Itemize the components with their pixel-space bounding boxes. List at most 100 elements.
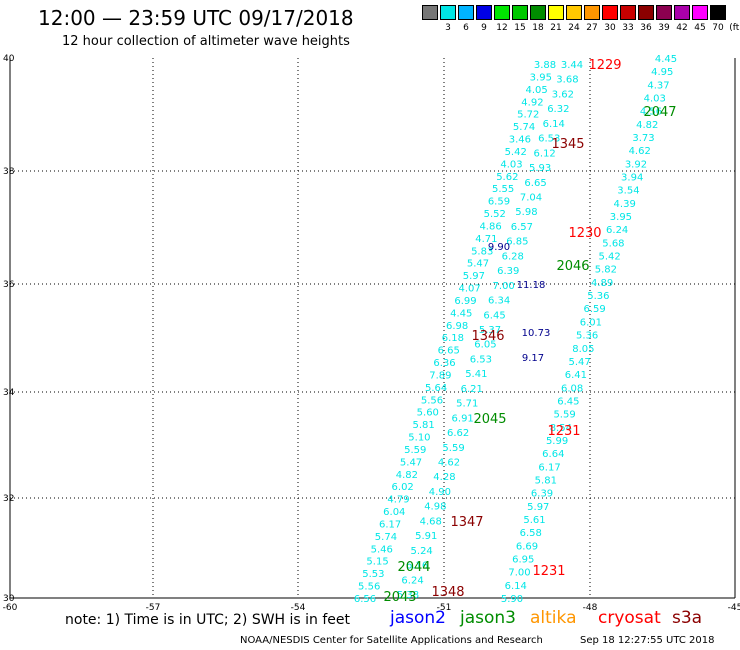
wave-height-value: 6.05	[474, 340, 496, 351]
wave-height-value: 6.41	[565, 370, 587, 381]
wave-height-value: 7.00	[493, 281, 515, 292]
track-time-labels: 1229 2047 1345 1230 2046 1346 2045 1231 1347 2044…	[383, 58, 676, 605]
wave-height-value: 4.56	[640, 107, 662, 118]
legend-swatch	[458, 5, 474, 20]
wave-height-value: 6.65	[438, 346, 460, 357]
note-text: note: 1) Time is in UTC; 2) SWH is in fe…	[65, 612, 351, 628]
wave-height-value: 5.59	[442, 443, 464, 454]
wave-height-value: 5.36	[587, 291, 609, 302]
wave-height-value: 5.59	[404, 445, 426, 456]
track-time-label: 2043	[383, 590, 416, 605]
track-time-label: 1345	[551, 137, 584, 152]
track-time-label: 1346	[471, 329, 504, 344]
wave-height-value: 5.53	[362, 569, 384, 580]
track-time-label: 2045	[473, 412, 506, 427]
wave-height-value: 5.93	[529, 163, 551, 174]
lat-tick-label: 34	[3, 388, 15, 398]
wave-height-value: 6.39	[531, 489, 553, 500]
legend-swatch	[494, 5, 510, 20]
wave-height-value: 3.46	[509, 135, 531, 146]
wave-height-value: 11.18	[517, 280, 546, 291]
wave-height-value: 6.62	[447, 428, 469, 439]
wave-height-value: 5.36	[576, 331, 598, 342]
wave-height-value: 3.68	[556, 75, 578, 86]
wave-height-value: 6.24	[606, 225, 628, 236]
wave-height-value: 6.14	[505, 581, 527, 592]
wave-height-value: 4.37	[647, 80, 669, 91]
wave-height-value: 6.59	[584, 304, 606, 315]
wave-height-value: 5.55	[492, 184, 514, 195]
legend-unit: (ft)	[729, 23, 740, 33]
wave-height-value: 6.21	[461, 384, 483, 395]
wave-height-value: 3.92	[625, 159, 647, 170]
wave-height-value: 4.86	[479, 221, 501, 232]
wave-height-value: 6.28	[502, 251, 524, 262]
wave-height-value: 6.53	[538, 134, 560, 145]
legend-swatch	[440, 5, 456, 20]
wave-height-value: 5.83	[471, 246, 493, 257]
wave-height-value: 5.42	[599, 252, 621, 263]
wave-height-value: 5.68	[602, 238, 624, 249]
wave-height-value: 4.62	[438, 458, 460, 469]
altimeter-tracks: 3.883.954.054.925.725.743.465.424.035.62…	[354, 54, 677, 605]
wave-height-value: 5.15	[366, 557, 388, 568]
wave-height-value: 6.01	[580, 317, 602, 328]
wave-height-value: 6.85	[506, 237, 528, 248]
wave-height-value: 6.02	[392, 482, 414, 493]
wave-height-value: 6.16	[406, 561, 428, 572]
wave-height-value: 6.32	[547, 104, 569, 115]
lat-tick-label: 38	[3, 167, 15, 177]
wave-height-value: 4.82	[396, 470, 418, 481]
wave-height-value: 5.97	[527, 502, 549, 513]
legend-label: 30	[604, 23, 616, 33]
wave-height-value: 5.24	[411, 546, 433, 557]
wave-height-value: 8.05	[572, 344, 594, 355]
wave-height-value: 3.54	[617, 186, 639, 197]
page-title: 12:00 — 23:59 UTC 09/17/2018	[38, 6, 354, 30]
legend-swatch	[422, 5, 438, 20]
wave-height-value: 6.39	[497, 266, 519, 277]
wave-height-value: 4.89	[591, 278, 613, 289]
track-time-label: 1230	[568, 226, 601, 241]
page-subtitle: 12 hour collection of altimeter wave hei…	[62, 34, 350, 49]
legend-label: 9	[481, 23, 487, 33]
wave-height-value: 6.91	[452, 413, 474, 424]
wave-height-value: 4.05	[525, 85, 547, 96]
track-time-label: 1231	[547, 424, 580, 439]
axis-ticks: 40 38 36 34 32 30-60 -57 -54 -51 -48 -45	[3, 54, 740, 613]
wave-height-value: 7.04	[520, 193, 542, 204]
wave-height-value: 4.28	[433, 472, 455, 483]
track-time-label: 1229	[588, 58, 621, 73]
wave-height-value: 6.04	[383, 507, 405, 518]
wave-height-value: 3.88	[534, 60, 556, 71]
wave-height-value: 6.18	[442, 333, 464, 344]
wave-height-value: 4.92	[521, 97, 543, 108]
wave-height-value: 7.00	[508, 568, 530, 579]
wave-height-value: 4.68	[420, 516, 442, 527]
legend-swatch	[620, 5, 636, 20]
legend-swatch	[602, 5, 618, 20]
wave-height-value: 6.64	[542, 449, 564, 460]
lon-tick-label: -54	[291, 603, 306, 613]
wave-height-value: 5.82	[595, 265, 617, 276]
lon-tick-label: -57	[146, 603, 161, 613]
wave-height-value: 5.42	[505, 147, 527, 158]
legend-swatch	[656, 5, 672, 20]
wave-height-value: 6.56	[354, 594, 376, 605]
wave-height-value: 3.44	[561, 60, 583, 71]
legend-swatch	[530, 5, 546, 20]
lat-tick-label: 30	[3, 594, 15, 604]
wave-height-value: 5.99	[546, 436, 568, 447]
wave-height-value: 4.03	[500, 159, 522, 170]
wave-height-value: 4.90	[429, 487, 451, 498]
wave-height-value: 3.73	[632, 133, 654, 144]
wave-height-value: 6.59	[488, 197, 510, 208]
wave-height-value: 4.82	[636, 120, 658, 131]
wave-height-value: 5.91	[415, 531, 437, 542]
wave-height-value: 4.98	[424, 502, 446, 513]
track-time-label: 1348	[431, 585, 464, 600]
wave-height-value: 5.47	[467, 259, 489, 270]
wave-height-value: 5.81	[412, 420, 434, 431]
wave-height-value: 5.10	[408, 433, 430, 444]
